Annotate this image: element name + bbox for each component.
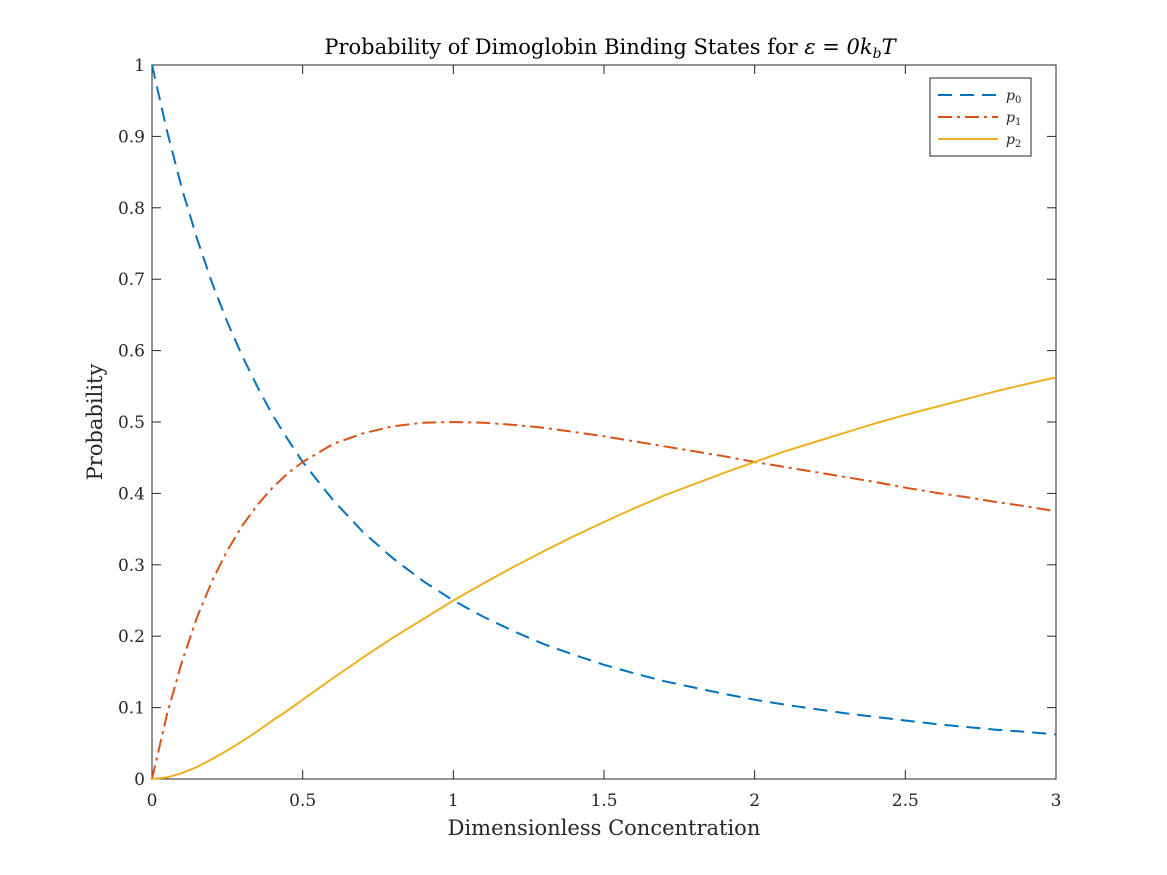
x-tick-label: 0.5 (289, 791, 316, 811)
series-line-p1 (151, 421, 1057, 780)
x-axis-label: Dimensionless Concentration (448, 816, 761, 840)
axes-box (151, 64, 1057, 780)
x-tick-label: 2.5 (892, 791, 919, 811)
series-line-p0 (151, 64, 1057, 736)
y-tick-label: 0.3 (118, 556, 145, 576)
y-axis-label: Probability (83, 364, 107, 481)
chart-title-math: ε = 0 (804, 35, 860, 59)
legend: p0 p1 p2 (929, 77, 1032, 157)
y-tick-label: 0.1 (118, 699, 145, 719)
y-tick-label: 1 (134, 56, 145, 76)
x-tick-label: 0 (147, 791, 158, 811)
legend-label-p1: p1 (1006, 110, 1021, 128)
y-tick-label: 0.2 (118, 627, 145, 647)
y-tick-label: 0.5 (118, 413, 145, 433)
y-tick-label: 0.7 (118, 270, 145, 290)
legend-label-p0: p0 (1006, 88, 1021, 106)
series-line-p2 (151, 376, 1057, 780)
x-tick-label: 1 (448, 791, 459, 811)
chart-title-prefix: Probability of Dimoglobin Binding States… (324, 35, 804, 59)
y-tick-label: 0 (134, 770, 145, 790)
series-lines (151, 64, 1057, 780)
chart-title-subscript: b (873, 46, 882, 62)
x-axis: 0 0.5 1 1.5 2 2.5 3 (147, 65, 1062, 811)
y-tick-label: 0.9 (118, 127, 145, 147)
plot-area: 0 0.1 0.2 0.3 0.4 0.5 0.6 0.7 0.8 0.9 1 0 0.5 1 1.5 2 2… (118, 56, 1061, 811)
chart-title-T: T (882, 35, 898, 59)
y-tick-label: 0.8 (118, 199, 145, 219)
chart-title: Probability of Dimoglobin Binding States… (324, 35, 897, 62)
x-tick-label: 3 (1051, 791, 1062, 811)
chart-title-k: k (860, 35, 873, 59)
y-tick-label: 0.4 (118, 484, 145, 504)
y-tick-label: 0.6 (118, 342, 145, 362)
x-tick-label: 1.5 (590, 791, 617, 811)
legend-label-p2: p2 (1006, 132, 1021, 150)
x-tick-label: 2 (749, 791, 760, 811)
y-axis: 0 0.1 0.2 0.3 0.4 0.5 0.6 0.7 0.8 0.9 1 (118, 56, 1056, 790)
